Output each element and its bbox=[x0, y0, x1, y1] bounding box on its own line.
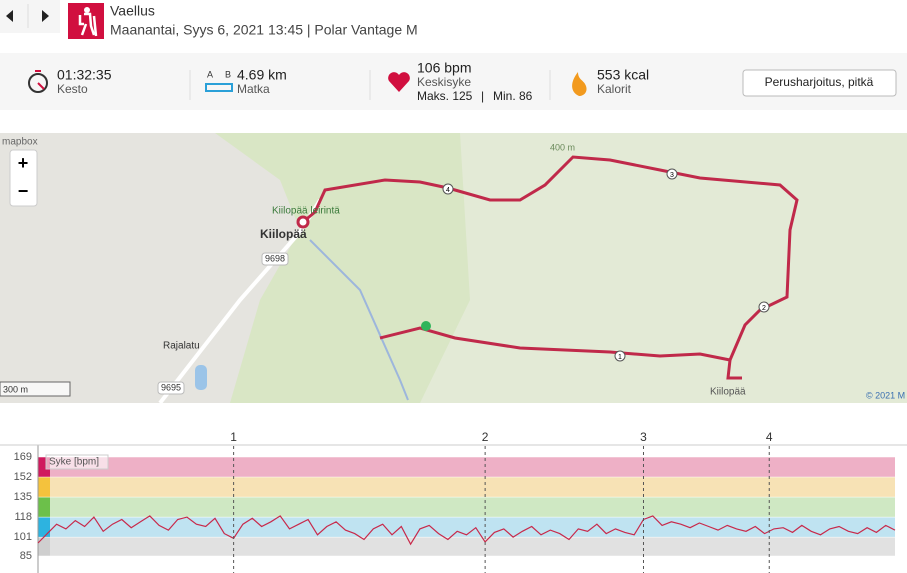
stat-value: 106 bpm bbox=[417, 60, 471, 76]
hr-min: Min. 86 bbox=[493, 89, 533, 103]
phase-button[interactable] bbox=[742, 69, 897, 97]
zone-strip bbox=[38, 497, 50, 518]
route-marker-label: 1 bbox=[618, 354, 622, 361]
map-label: Kiilopää leirintä bbox=[272, 206, 340, 217]
route-marker bbox=[666, 168, 678, 180]
zone-band bbox=[38, 457, 895, 478]
clock-icon bbox=[28, 73, 48, 93]
map-logo: mapbox bbox=[2, 137, 38, 148]
stat-value: 553 kcal bbox=[597, 67, 649, 83]
map-river bbox=[309, 239, 409, 401]
legend-label: Syke [bpm] bbox=[49, 457, 99, 468]
map-scale bbox=[0, 381, 71, 397]
subtitle: Maanantai, Syys 6, 2021 13:45 | Polar Va… bbox=[110, 22, 418, 38]
route-marker bbox=[758, 301, 770, 313]
zone-band bbox=[38, 497, 895, 518]
lap-label: 1 bbox=[230, 430, 237, 444]
road-shield bbox=[261, 252, 289, 266]
map-label: Rajalatu bbox=[163, 341, 200, 352]
hr-max: Maks. 125 bbox=[417, 89, 473, 103]
map-lake bbox=[195, 365, 207, 390]
route-marker bbox=[442, 183, 454, 195]
forward-arrow[interactable] bbox=[42, 10, 49, 22]
map-label: Kiilopää bbox=[260, 227, 307, 241]
y-tick-label: 85 bbox=[20, 550, 32, 562]
map-scale-text: 300 m bbox=[3, 384, 28, 394]
road-shield bbox=[157, 381, 185, 395]
zone-band bbox=[38, 477, 895, 498]
route-marker-label: 4 bbox=[446, 187, 450, 194]
route bbox=[726, 359, 742, 380]
lap-label: 3 bbox=[640, 430, 647, 444]
heart-icon bbox=[388, 72, 410, 92]
map-label: Kiilopää bbox=[710, 387, 746, 398]
route-marker bbox=[614, 350, 626, 362]
y-tick-label: 135 bbox=[14, 491, 32, 503]
zone-band bbox=[38, 517, 895, 538]
zone-band bbox=[38, 537, 895, 556]
route-marker-label: 3 bbox=[670, 172, 674, 179]
zone-strip bbox=[38, 477, 50, 498]
hr-line bbox=[37, 515, 896, 546]
icon-part bbox=[84, 7, 90, 13]
clock-icon bbox=[35, 70, 45, 90]
zoom-out[interactable]: − bbox=[18, 181, 29, 201]
route-marker-label: 2 bbox=[762, 305, 766, 312]
flame-icon bbox=[572, 72, 587, 96]
zoom-in[interactable]: + bbox=[18, 153, 29, 173]
ab-label: B bbox=[225, 69, 231, 79]
stat-label: Keskisyke bbox=[417, 75, 471, 89]
zone-strip bbox=[38, 537, 50, 556]
phase-button-text[interactable]: Perusharjoitus, pitkä bbox=[765, 75, 874, 89]
zoom-control bbox=[9, 149, 38, 207]
ruler-icon bbox=[205, 83, 233, 92]
y-tick-label: 118 bbox=[14, 511, 32, 523]
y-tick-label: 152 bbox=[14, 471, 32, 483]
icon-part bbox=[78, 12, 98, 37]
route-start bbox=[421, 321, 431, 331]
map-label: 9698 bbox=[265, 253, 285, 263]
stat-value: 01:32:35 bbox=[57, 67, 112, 83]
title: Vaellus bbox=[110, 3, 155, 19]
back-arrow[interactable] bbox=[6, 10, 13, 22]
y-tick-label: 169 bbox=[14, 451, 32, 463]
map-label: 400 m bbox=[550, 142, 575, 152]
stat-value: 4.69 km bbox=[237, 67, 287, 83]
zone-strip bbox=[38, 517, 50, 538]
stat-label: Matka bbox=[237, 82, 270, 96]
y-tick-label: 101 bbox=[14, 531, 32, 543]
map-label: 9695 bbox=[161, 382, 181, 392]
stat-label: Kalorit bbox=[597, 82, 632, 96]
map-copyright: © 2021 M bbox=[866, 390, 905, 400]
route-end bbox=[296, 215, 310, 229]
stat-label: Kesto bbox=[57, 82, 88, 96]
hr-sep: | bbox=[481, 89, 484, 103]
route bbox=[302, 155, 799, 362]
legend-box bbox=[45, 454, 109, 470]
map-open bbox=[420, 133, 907, 403]
lap-label: 4 bbox=[766, 430, 773, 444]
ab-label: A bbox=[207, 69, 213, 79]
lap-label: 2 bbox=[482, 430, 489, 444]
